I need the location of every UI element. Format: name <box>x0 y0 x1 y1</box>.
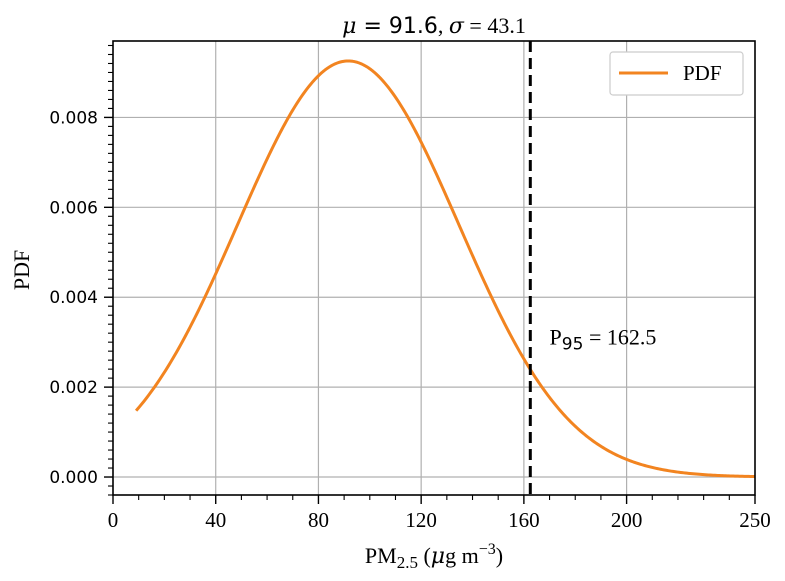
x-tick-label: 80 <box>308 508 329 532</box>
chart-title: μ = 91.6, σ = 43.1 <box>342 13 526 39</box>
tick-labels: 0 40 80 120 160 200 250 0.000 0.002 0.004 0.006 0.0… <box>49 108 770 532</box>
legend-box <box>609 51 744 96</box>
x-tick-label: 200 <box>611 508 643 532</box>
x-label-unit: g m <box>445 543 479 568</box>
y-tick-label: 0.008 <box>49 108 98 128</box>
title-mu-value: = 91.6 <box>356 14 437 39</box>
series-layer <box>134 59 756 479</box>
title-sigma-symbol: σ <box>449 14 465 39</box>
annotation-p: P <box>550 325 562 350</box>
plot-frame <box>112 40 756 496</box>
y-tick-label: 0.004 <box>49 288 98 308</box>
legend-label-pdf: PDF <box>683 61 722 85</box>
x-label-superscript: −3 <box>479 541 496 558</box>
annotation-value: = 162.5 <box>583 325 656 350</box>
p95-annotation: P95 = 162.5 <box>550 325 657 355</box>
x-label-subscript: 2.5 <box>397 553 418 572</box>
x-tick-label: 120 <box>405 508 437 532</box>
x-label-paren-open: ( <box>418 543 431 568</box>
x-tick-label: 160 <box>508 508 540 532</box>
y-tick-label: 0.000 <box>49 468 98 488</box>
x-tick-label: 0 <box>108 508 119 532</box>
x-axis-label: PM2.5 (μg m−3) <box>365 541 503 572</box>
x-tick-label: 250 <box>739 508 771 532</box>
y-axis-label: PDF <box>9 250 34 290</box>
annotation-subscript: 95 <box>562 335 584 355</box>
y-tick-label: 0.002 <box>49 378 98 398</box>
x-tick-label: 40 <box>205 508 226 532</box>
x-label-mu: μ <box>431 544 445 569</box>
legend: PDF <box>609 51 744 96</box>
pdf-curve <box>134 59 756 479</box>
x-label-main: PM <box>365 543 397 568</box>
title-sigma-value: = 43.1 <box>464 13 526 38</box>
axis-ticks <box>104 44 756 504</box>
grid-lines <box>113 41 755 495</box>
y-tick-label: 0.006 <box>49 198 98 218</box>
title-separator: , <box>438 13 449 38</box>
x-label-paren-close: ) <box>496 543 503 568</box>
title-mu-symbol: μ <box>342 14 356 39</box>
